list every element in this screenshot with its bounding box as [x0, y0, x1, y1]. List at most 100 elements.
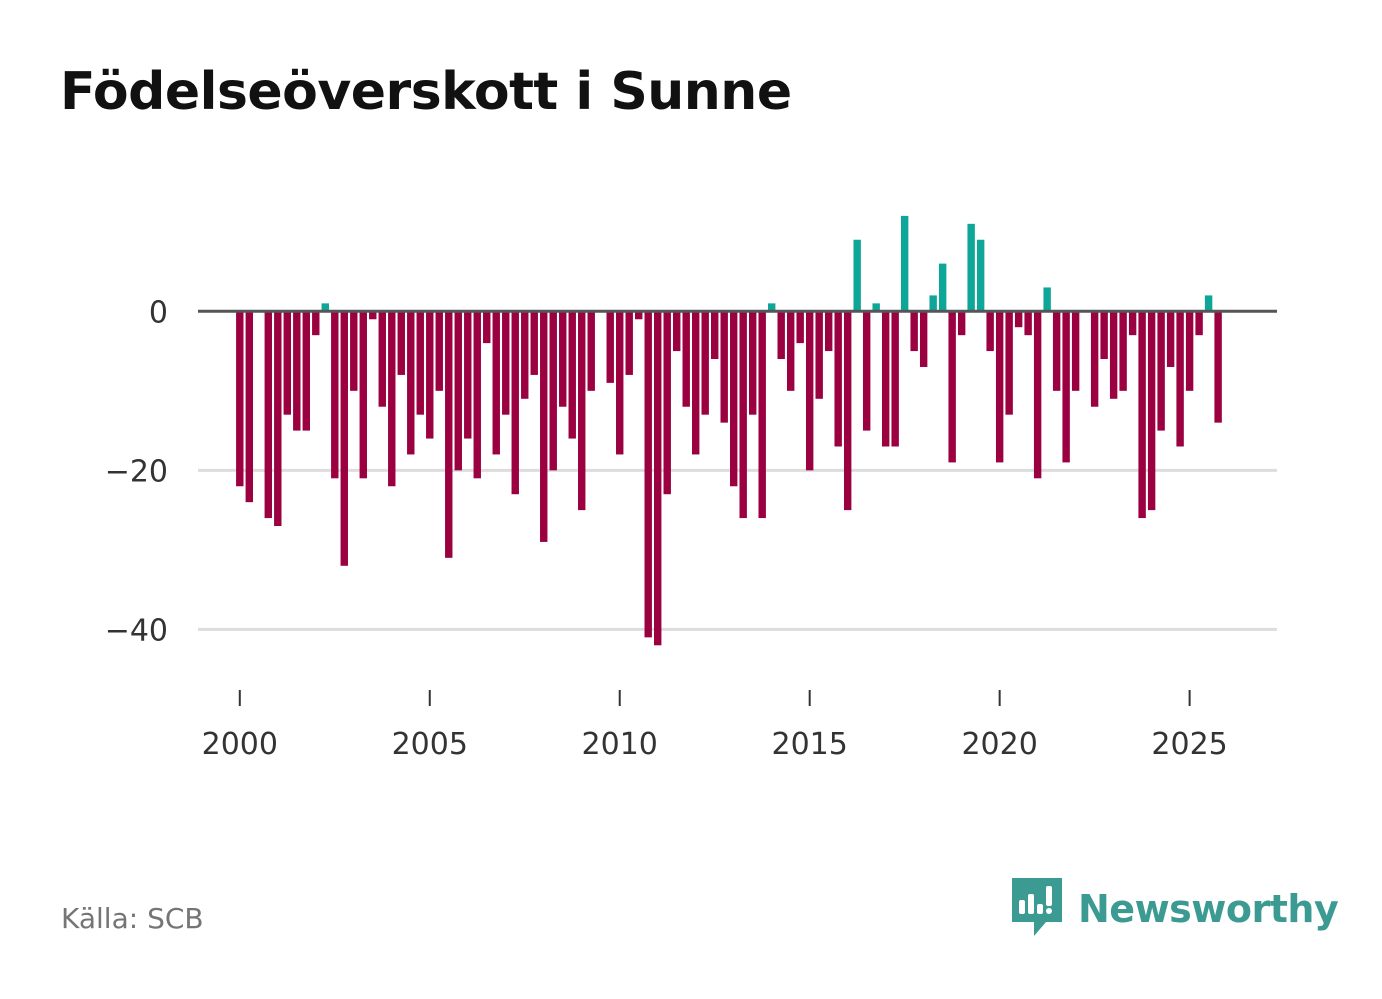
bar [1147, 311, 1156, 511]
bar [824, 311, 833, 352]
bar [1176, 311, 1184, 447]
bar [929, 295, 937, 312]
x-tick-label: 2010 [582, 727, 658, 762]
bar [767, 303, 776, 312]
bar [1052, 311, 1061, 391]
bar [293, 311, 301, 431]
bar [1090, 311, 1099, 407]
bar [350, 311, 358, 391]
bar [1138, 311, 1146, 519]
bar [711, 311, 719, 360]
brand-name: Newsworthy [1078, 887, 1339, 931]
bar [340, 311, 348, 566]
bar [853, 239, 861, 312]
bar [388, 311, 396, 487]
bar [730, 311, 738, 487]
bar [692, 311, 700, 455]
bar [777, 311, 785, 360]
bar [359, 311, 367, 479]
bar [464, 311, 472, 439]
chart-title: Födelseöverskott i Sunne [60, 62, 792, 122]
bar [976, 239, 985, 312]
bar [881, 311, 890, 447]
bar [805, 311, 814, 471]
bar [587, 311, 595, 391]
bar [1119, 311, 1127, 391]
bar [1024, 311, 1032, 336]
grid-layer [198, 468, 1277, 631]
bar [910, 311, 918, 352]
bar [654, 311, 662, 646]
bar [245, 311, 253, 503]
bar [331, 311, 339, 479]
bar [796, 311, 804, 344]
bar [1214, 311, 1222, 423]
y-tick-label: −20 [105, 454, 168, 489]
bar [1109, 311, 1118, 399]
brand-logo[interactable]: Newsworthy [1012, 878, 1339, 940]
bar [1195, 311, 1203, 336]
bar [786, 311, 795, 391]
bar [644, 311, 652, 638]
bar [1062, 311, 1070, 463]
bar [758, 311, 766, 519]
newsworthy-logo-icon [1012, 878, 1062, 936]
bar [568, 311, 576, 439]
bar [312, 311, 320, 336]
bar [521, 311, 529, 399]
x-tick-label: 2025 [1151, 727, 1227, 762]
x-tick-label: 2005 [392, 727, 468, 762]
x-tick-label: 2000 [202, 727, 278, 762]
bar [302, 311, 310, 431]
bar [673, 311, 681, 352]
bar [397, 311, 405, 375]
bar [416, 311, 424, 415]
bar [369, 311, 377, 320]
bar [967, 223, 975, 312]
axis-layer: 0 −20 −40 2000 2005 2010 2015 2020 2025 [105, 295, 1277, 762]
bar [435, 311, 443, 391]
bar [236, 311, 244, 487]
bar [274, 311, 282, 527]
bar [511, 311, 519, 495]
x-tick-label: 2015 [772, 727, 848, 762]
bar [986, 311, 994, 352]
bar [948, 311, 956, 463]
bar [995, 311, 1004, 463]
bar [739, 311, 747, 519]
bar [1128, 311, 1137, 336]
bars-layer [236, 215, 1222, 646]
bar [663, 311, 671, 495]
bar [578, 311, 586, 511]
bar [264, 311, 272, 519]
x-tick-label: 2020 [961, 727, 1037, 762]
source-note: Källa: SCB [61, 902, 204, 935]
bar [1166, 311, 1175, 367]
bar [549, 311, 557, 471]
bar [1204, 295, 1213, 312]
bar [1185, 311, 1194, 391]
bar [919, 311, 928, 367]
bar [701, 311, 709, 415]
bar [682, 311, 690, 407]
bar [625, 311, 633, 375]
y-tick-label: 0 [149, 295, 168, 330]
bar [445, 311, 453, 558]
bar [862, 311, 871, 431]
bar [748, 311, 757, 415]
bar [891, 311, 899, 447]
bar [530, 311, 538, 375]
bar [606, 311, 614, 383]
bar [473, 311, 481, 479]
bar [492, 311, 500, 455]
bar [1005, 311, 1013, 415]
bar [426, 311, 434, 439]
bar [720, 311, 728, 423]
bar [1033, 311, 1042, 479]
bar [938, 263, 947, 312]
bar [1071, 311, 1080, 391]
bar [834, 311, 842, 447]
bar [559, 311, 567, 407]
bar [872, 303, 880, 312]
